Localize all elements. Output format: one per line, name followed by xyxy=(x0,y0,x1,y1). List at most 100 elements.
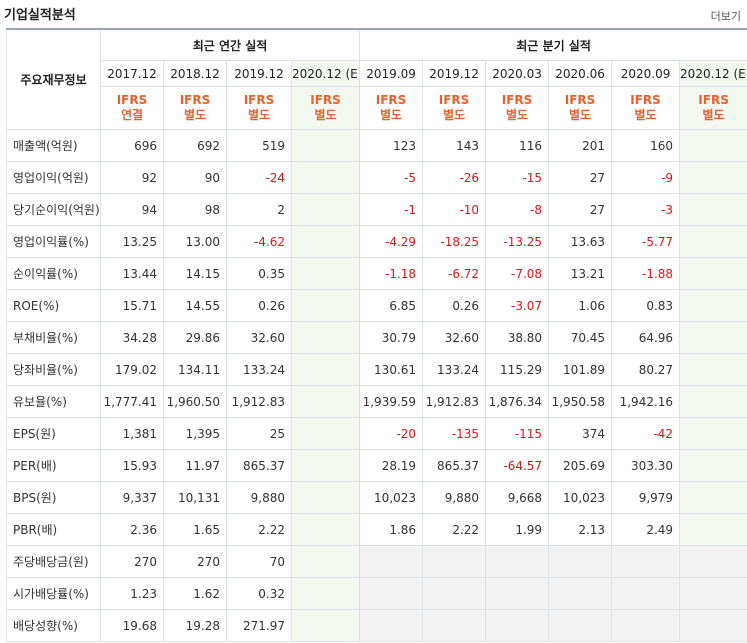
quarter-value-cell: 2.13 xyxy=(548,513,613,546)
table-row: 순이익률(%) 13.44 14.15 0.35 -1.18 -6.72 -7.08 13.2… xyxy=(6,257,747,290)
quarter-value-cell: 1,876.34 xyxy=(485,385,550,418)
quarter-period-header: 2019.09 xyxy=(359,60,424,87)
table-row: 유보율(%) 1,777.41 1,960.50 1,912.83 1,939.59 1,… xyxy=(6,385,747,418)
quarter-value-cell xyxy=(679,353,747,386)
quarter-value-cell: -3.07 xyxy=(485,289,550,322)
quarter-value-cell xyxy=(679,321,747,354)
annual-value-cell: 1,777.41 xyxy=(100,385,164,418)
annual-value-cell: 13.25 xyxy=(100,225,164,258)
annual-value-cell: 10,131 xyxy=(163,481,227,514)
annual-value-cell: 29.86 xyxy=(163,321,227,354)
table-row: BPS(원) 9,337 10,131 9,880 10,023 9,880 9,668 10… xyxy=(6,481,747,514)
ifrs-label: IFRS xyxy=(564,93,596,107)
table-row: 당좌비율(%) 179.02 134.11 133.24 130.61 133.24 115… xyxy=(6,353,747,386)
quarter-value-cell: 101.89 xyxy=(548,353,613,386)
annual-value-cell: 1,912.83 xyxy=(226,385,292,418)
quarter-value-cell: 116 xyxy=(485,129,550,162)
quarter-value-cell: 130.61 xyxy=(359,353,424,386)
empty-quarter-cell xyxy=(679,545,747,578)
annual-period-header: 2020.12 (E) xyxy=(290,60,361,87)
quarter-value-cell: 143 xyxy=(422,129,487,162)
quarter-period-header: 2020.09 xyxy=(611,60,681,87)
quarter-value-cell: 1.99 xyxy=(485,513,550,546)
quarter-value-cell: -9 xyxy=(611,161,681,194)
quarter-value-cell xyxy=(679,449,747,482)
ifrs-label: IFRS xyxy=(630,93,661,107)
quarter-value-cell: 865.37 xyxy=(422,449,487,482)
annual-value-cell: 90 xyxy=(163,161,227,194)
empty-quarter-cell xyxy=(611,545,681,578)
quarter-group-header: 최근 분기 실적 xyxy=(359,28,747,61)
row-label: BPS(원) xyxy=(6,481,101,514)
annual-value-cell xyxy=(290,289,361,322)
annual-value-cell xyxy=(290,193,361,226)
quarter-value-cell xyxy=(679,257,747,290)
annual-value-cell xyxy=(290,353,361,386)
table-row: PER(배) 15.93 11.97 865.37 28.19 865.37 -64.57 2… xyxy=(6,449,747,482)
annual-period-header: 2017.12 xyxy=(100,60,164,87)
quarter-value-cell: -1.88 xyxy=(611,257,681,290)
quarter-value-cell: 9,979 xyxy=(611,481,681,514)
empty-quarter-cell xyxy=(422,545,487,578)
annual-value-cell: 271.97 xyxy=(226,609,292,642)
quarter-value-cell: 9,668 xyxy=(485,481,550,514)
quarter-period-header: 2019.12 xyxy=(422,60,487,87)
row-label: 유보율(%) xyxy=(6,385,101,418)
table-row: 당기순이익(억원) 94 98 2 -1 -10 -8 27 -3 xyxy=(6,193,747,226)
quarter-value-cell: 10,023 xyxy=(359,481,424,514)
quarter-value-cell: -1 xyxy=(359,193,424,226)
section-header: 기업실적분석 더보기 xyxy=(0,0,747,28)
annual-value-cell: 696 xyxy=(100,129,164,162)
annual-value-cell: 0.26 xyxy=(226,289,292,322)
section-title: 기업실적분석 xyxy=(4,8,76,23)
row-label: 당좌비율(%) xyxy=(6,353,101,386)
quarter-value-cell: 374 xyxy=(548,417,613,450)
annual-value-cell: 9,337 xyxy=(100,481,164,514)
row-label: 영업이익률(%) xyxy=(6,225,101,258)
quarter-standard-header: IFRS 별도 xyxy=(611,86,681,130)
row-label: PER(배) xyxy=(6,449,101,482)
financial-table: 주요재무정보 최근 연간 실적 최근 분기 실적 2017.12 2018.12 2… xyxy=(6,28,747,642)
table-row: 주당배당금(원) 270 270 70 xyxy=(6,545,747,578)
annual-value-cell xyxy=(290,577,361,610)
quarter-value-cell: -3 xyxy=(611,193,681,226)
annual-value-cell: 1.62 xyxy=(163,577,227,610)
row-label-header: 주요재무정보 xyxy=(6,28,101,130)
period-header-row: 2017.12 2018.12 2019.12 2020.12 (E) 2019.09 2… xyxy=(7,60,747,87)
quarter-value-cell: 28.19 xyxy=(359,449,424,482)
annual-value-cell xyxy=(290,257,361,290)
annual-value-cell: 2.36 xyxy=(100,513,164,546)
annual-value-cell: 270 xyxy=(100,545,164,578)
consolidation-label: 별도 xyxy=(634,108,657,122)
annual-value-cell: 25 xyxy=(226,417,292,450)
table-row: 매출액(억원) 696 692 519 123 143 116 201 160 xyxy=(6,129,747,162)
row-label: 매출액(억원) xyxy=(6,129,101,162)
ifrs-label: IFRS xyxy=(116,93,148,107)
annual-value-cell: 13.44 xyxy=(100,257,164,290)
table-row: 영업이익(억원) 92 90 -24 -5 -26 -15 27 -9 xyxy=(6,161,747,194)
row-label: 배당성향(%) xyxy=(6,609,101,642)
quarter-standard-header: IFRS 별도 xyxy=(422,86,487,130)
quarter-value-cell: 30.79 xyxy=(359,321,424,354)
quarter-value-cell: 123 xyxy=(359,129,424,162)
row-label: ROE(%) xyxy=(6,289,101,322)
annual-standard-header: IFRS 별도 xyxy=(163,86,227,130)
annual-standard-header: IFRS 연결 xyxy=(100,86,164,130)
more-link[interactable]: 더보기 xyxy=(710,10,741,23)
quarter-value-cell: 13.21 xyxy=(548,257,613,290)
consolidation-label: 별도 xyxy=(569,108,592,122)
quarter-value-cell: -8 xyxy=(485,193,550,226)
annual-value-cell xyxy=(290,161,361,194)
annual-value-cell: 0.35 xyxy=(226,257,292,290)
annual-period-header: 2018.12 xyxy=(163,60,227,87)
quarter-value-cell: 1.86 xyxy=(359,513,424,546)
quarter-value-cell: 10,023 xyxy=(548,481,613,514)
annual-value-cell: 179.02 xyxy=(100,353,164,386)
quarter-value-cell: 201 xyxy=(548,129,613,162)
quarter-value-cell: 1,912.83 xyxy=(422,385,487,418)
annual-value-cell xyxy=(290,609,361,642)
standard-header-row: IFRS 연결 IFRS 별도 IFRS 별도 IFRS 별도 IFRS 별도 IFRS 별도 IFRS… xyxy=(7,86,747,130)
row-label: 당기순이익(억원) xyxy=(6,193,101,226)
row-label: 시가배당률(%) xyxy=(6,577,101,610)
quarter-value-cell: -4.29 xyxy=(359,225,424,258)
